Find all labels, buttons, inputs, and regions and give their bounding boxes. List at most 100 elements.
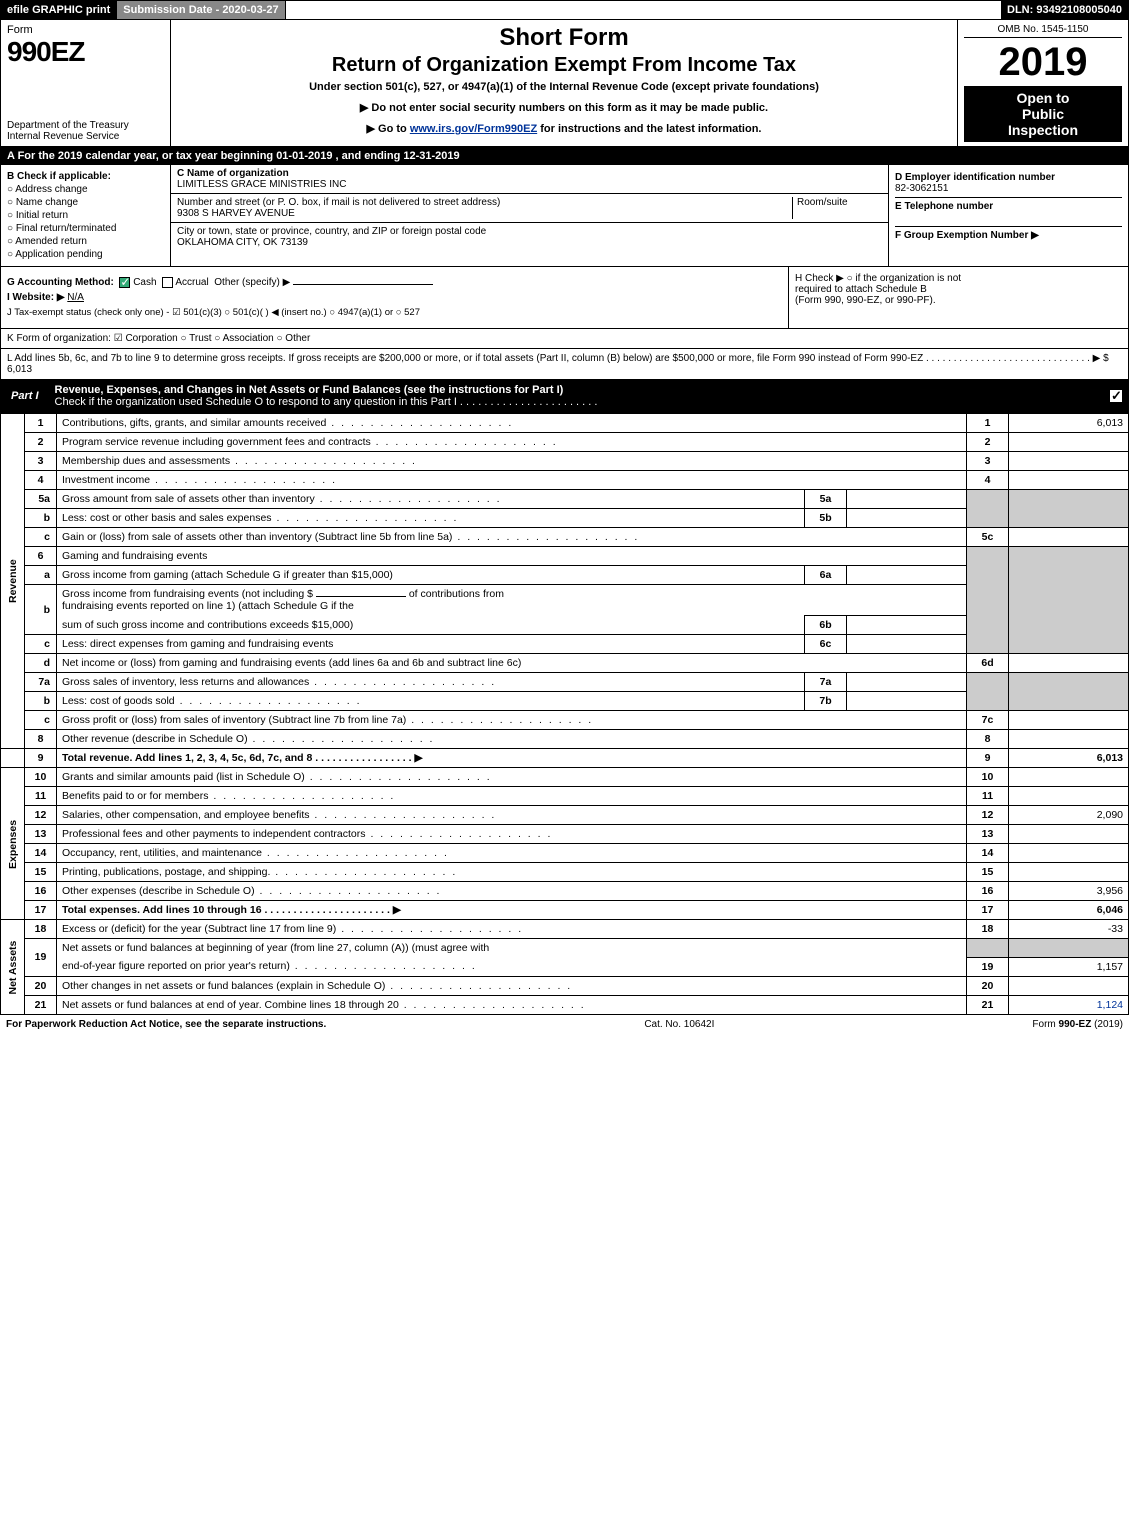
irs-link[interactable]: www.irs.gov/Form990EZ: [410, 123, 537, 135]
line-6b-no: b: [25, 585, 57, 635]
return-title: Return of Organization Exempt From Incom…: [177, 54, 951, 77]
line-6a-no: a: [25, 566, 57, 585]
section-k: K Form of organization: ☑ Corporation ○ …: [0, 329, 1129, 349]
section-h: H Check ▶ ○ if the organization is not r…: [788, 267, 1128, 328]
org-name-row: C Name of organization LIMITLESS GRACE M…: [171, 165, 888, 194]
line-19-num: 19: [967, 957, 1009, 976]
line-12-desc: Salaries, other compensation, and employ…: [57, 806, 967, 825]
line-21-val: 1,124: [1009, 995, 1129, 1014]
revenue-spacer: [1, 749, 25, 768]
open-to-public: Open to Public Inspection: [964, 86, 1122, 142]
line-9-num: 9: [967, 749, 1009, 768]
line-3-val: [1009, 452, 1129, 471]
line-12-no: 12: [25, 806, 57, 825]
section-b-title: B Check if applicable:: [7, 171, 164, 182]
chk-cash[interactable]: [119, 277, 130, 288]
line-20-no: 20: [25, 976, 57, 995]
line-13-val: [1009, 825, 1129, 844]
part1-title: Revenue, Expenses, and Changes in Net As…: [49, 380, 1104, 412]
l17-text: Total expenses. Add lines 10 through 16: [62, 904, 262, 916]
city-row: City or town, state or province, country…: [171, 223, 888, 251]
h-line2: required to attach Schedule B: [795, 284, 1122, 295]
part1-check-line: Check if the organization used Schedule …: [55, 396, 598, 408]
h-line1: H Check ▶ ○ if the organization is not: [795, 273, 1122, 284]
line-7a-boxval: [847, 673, 967, 692]
line-19-no: 19: [25, 939, 57, 977]
line-5b-boxval: [847, 509, 967, 528]
line-21-no: 21: [25, 995, 57, 1014]
line-6d-val: [1009, 654, 1129, 673]
city-value: OKLAHOMA CITY, OK 73139: [177, 237, 308, 248]
line-21-num: 21: [967, 995, 1009, 1014]
line-5a-desc: Gross amount from sale of assets other t…: [57, 490, 805, 509]
chk-name-change[interactable]: Name change: [7, 197, 164, 208]
section-b: B Check if applicable: Address change Na…: [1, 165, 171, 266]
dln-label: DLN: 93492108005040: [1001, 1, 1128, 19]
line-4-val: [1009, 471, 1129, 490]
shaded-7: [967, 673, 1009, 711]
chk-address-change[interactable]: Address change: [7, 184, 164, 195]
efile-label[interactable]: efile GRAPHIC print: [1, 1, 117, 19]
line-15-desc: Printing, publications, postage, and shi…: [57, 863, 967, 882]
part1-checkbox[interactable]: [1110, 390, 1122, 402]
g-other: Other (specify) ▶: [214, 277, 290, 288]
netassets-label: Net Assets: [1, 920, 25, 1015]
line-9-no: 9: [25, 749, 57, 768]
line-7b-no: b: [25, 692, 57, 711]
line-5b-no: b: [25, 509, 57, 528]
phone-label: E Telephone number: [895, 201, 1122, 212]
l6b-text1: Gross income from fundraising events (no…: [62, 588, 313, 600]
tax-year: 2019: [964, 42, 1122, 82]
line-15-no: 15: [25, 863, 57, 882]
line-15-val: [1009, 863, 1129, 882]
room-suite: Room/suite: [792, 197, 882, 219]
line-7c-desc: Gross profit or (loss) from sales of inv…: [57, 711, 967, 730]
line-6d-desc: Net income or (loss) from gaming and fun…: [57, 654, 967, 673]
line-13-no: 13: [25, 825, 57, 844]
line-6b-desc1: Gross income from fundraising events (no…: [57, 585, 967, 616]
line-5c-no: c: [25, 528, 57, 547]
chk-final-return[interactable]: Final return/terminated: [7, 223, 164, 234]
line-10-val: [1009, 768, 1129, 787]
ein-label: D Employer identification number: [895, 172, 1122, 183]
ein-value: 82-3062151: [895, 183, 1122, 194]
form-number: 990EZ: [7, 36, 164, 68]
short-form-title: Short Form: [177, 24, 951, 52]
line-11-no: 11: [25, 787, 57, 806]
top-bar: efile GRAPHIC print Submission Date - 20…: [0, 0, 1129, 20]
ssn-warning: ▶ Do not enter social security numbers o…: [177, 101, 951, 114]
goto-post: for instructions and the latest informat…: [537, 123, 761, 135]
chk-initial-return[interactable]: Initial return: [7, 210, 164, 221]
line-5a-no: 5a: [25, 490, 57, 509]
line-1-num: 1: [967, 414, 1009, 433]
line-7c-no: c: [25, 711, 57, 730]
line-7c-val: [1009, 711, 1129, 730]
l6b-blank[interactable]: [316, 596, 406, 597]
line-5c-desc: Gain or (loss) from sale of assets other…: [57, 528, 967, 547]
line-17-desc: Total expenses. Add lines 10 through 16 …: [57, 901, 967, 920]
line-2-num: 2: [967, 433, 1009, 452]
shaded-6: [967, 547, 1009, 654]
line-6d-no: d: [25, 654, 57, 673]
department-label: Department of the Treasury Internal Reve…: [7, 120, 164, 142]
line-6d-num: 6d: [967, 654, 1009, 673]
group-label: F Group Exemption Number ▶: [895, 230, 1122, 241]
chk-amended-return[interactable]: Amended return: [7, 236, 164, 247]
section-g: G Accounting Method: Cash Accrual Other …: [7, 277, 782, 288]
line-5a-box: 5a: [805, 490, 847, 509]
line-16-num: 16: [967, 882, 1009, 901]
line-4-desc: Investment income: [57, 471, 967, 490]
open-line3: Inspection: [1008, 122, 1078, 138]
header-center: Short Form Return of Organization Exempt…: [171, 20, 958, 146]
line-4-num: 4: [967, 471, 1009, 490]
line-2-no: 2: [25, 433, 57, 452]
line-1-desc: Contributions, gifts, grants, and simila…: [57, 414, 967, 433]
chk-accrual[interactable]: [162, 277, 173, 288]
chk-application-pending[interactable]: Application pending: [7, 249, 164, 260]
line-8-num: 8: [967, 730, 1009, 749]
line-10-desc: Grants and similar amounts paid (list in…: [57, 768, 967, 787]
i-label: I Website: ▶: [7, 292, 65, 303]
line-20-num: 20: [967, 976, 1009, 995]
g-other-line[interactable]: [293, 284, 433, 285]
line-5c-val: [1009, 528, 1129, 547]
